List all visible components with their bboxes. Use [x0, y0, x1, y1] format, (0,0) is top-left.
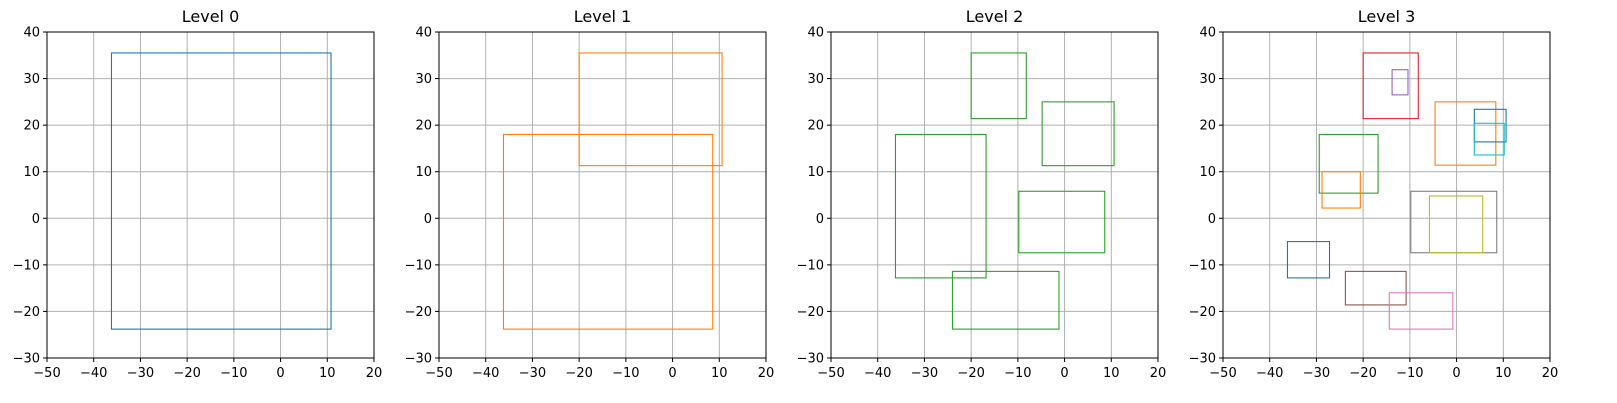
- y-tick-label: −30: [1189, 352, 1216, 367]
- rectangle-mark: [1344, 270, 1407, 306]
- y-tick-label: 10: [1199, 165, 1216, 180]
- x-tick-label: −50: [1209, 366, 1236, 381]
- y-tick-label: 30: [1199, 72, 1216, 87]
- x-tick-label: −20: [565, 366, 592, 381]
- x-tick-label: −20: [1349, 366, 1376, 381]
- chart-panel-2: −50 −40 −30 −20 −10 0 10 20 −30 −20 −10 0 10 20 30 40 Le…: [797, 7, 1167, 381]
- x-tick-label: −30: [911, 366, 938, 381]
- y-tick-label: −30: [405, 352, 432, 367]
- x-tick-label: −20: [957, 366, 984, 381]
- x-tick-label: 0: [1060, 366, 1068, 381]
- chart-title: Level 3: [1358, 7, 1416, 26]
- chart-panel-0: −50 −40 −30 −20 −10 0 10 20 −30 −20 −10 0 10 20 30 40 Le…: [13, 7, 383, 381]
- x-tick-label: −10: [1004, 366, 1031, 381]
- y-tick-label: 20: [415, 119, 432, 134]
- rectangle-mark: [894, 133, 987, 279]
- chart-title: Level 2: [966, 7, 1024, 26]
- x-tick-label: −50: [817, 366, 844, 381]
- x-tick-label: −20: [173, 366, 200, 381]
- x-tick-label: −40: [472, 366, 499, 381]
- x-tick-label: −10: [612, 366, 639, 381]
- y-tick-label: 30: [415, 72, 432, 87]
- rectangle-mark: [970, 52, 1027, 120]
- axes-frame: [438, 31, 767, 359]
- y-tick-label: −10: [13, 258, 40, 273]
- x-tick-label: −30: [519, 366, 546, 381]
- rectangle-mark: [1018, 190, 1106, 254]
- x-tick-label: −30: [1303, 366, 1330, 381]
- rectangle-mark: [951, 270, 1060, 330]
- y-tick-label: 40: [415, 26, 432, 41]
- y-tick-label: 30: [23, 72, 40, 87]
- rectangle-mark: [1434, 101, 1497, 166]
- y-tick-label: −30: [13, 352, 40, 367]
- x-tick-label: 10: [319, 366, 336, 381]
- y-tick-label: 10: [807, 165, 824, 180]
- x-tick-label: −40: [80, 366, 107, 381]
- y-tick-label: −10: [1189, 258, 1216, 273]
- y-tick-label: 10: [415, 165, 432, 180]
- rectangle-mark: [1410, 190, 1498, 254]
- y-tick-label: 40: [1199, 26, 1216, 41]
- y-tick-label: 0: [32, 212, 40, 227]
- x-tick-label: 20: [1150, 366, 1167, 381]
- y-tick-label: 10: [23, 165, 40, 180]
- chart-panel-3: −50 −40 −30 −20 −10 0 10 20 −30 −20 −10 0 10 20 30 40 Le…: [1189, 7, 1559, 381]
- x-tick-label: −50: [425, 366, 452, 381]
- x-tick-label: 20: [366, 366, 383, 381]
- x-tick-label: −10: [1396, 366, 1423, 381]
- chart-title: Level 1: [574, 7, 632, 26]
- y-tick-label: 40: [807, 26, 824, 41]
- x-tick-label: 10: [1495, 366, 1512, 381]
- x-tick-label: 20: [1542, 366, 1559, 381]
- y-tick-label: −20: [405, 305, 432, 320]
- x-tick-label: 10: [711, 366, 728, 381]
- y-tick-label: 30: [807, 72, 824, 87]
- rectangle-mark: [1321, 171, 1361, 209]
- y-tick-label: −30: [797, 352, 824, 367]
- y-tick-label: 20: [23, 119, 40, 134]
- chart-title: Level 0: [182, 7, 240, 26]
- y-tick-label: 20: [1199, 119, 1216, 134]
- rectangle-mark: [1041, 101, 1115, 167]
- rectangle-mark: [502, 133, 714, 330]
- x-tick-label: −40: [864, 366, 891, 381]
- x-tick-label: 0: [276, 366, 284, 381]
- y-tick-label: −20: [1189, 305, 1216, 320]
- x-tick-label: 0: [668, 366, 676, 381]
- y-tick-label: −10: [405, 258, 432, 273]
- x-tick-label: −40: [1256, 366, 1283, 381]
- rectangle-mark: [110, 52, 332, 330]
- y-tick-label: 0: [816, 212, 824, 227]
- rectangle-mark: [1318, 133, 1379, 194]
- rectangle-mark: [578, 52, 723, 167]
- y-tick-label: −20: [13, 305, 40, 320]
- rectangle-mark: [1391, 69, 1409, 96]
- chart-panel-1: −50 −40 −30 −20 −10 0 10 20 −30 −20 −10 0 10 20 30 40 Le…: [405, 7, 775, 381]
- rectangle-mark: [1473, 122, 1505, 156]
- axes-frame: [830, 31, 1159, 359]
- y-tick-label: −20: [797, 305, 824, 320]
- x-tick-label: 20: [758, 366, 775, 381]
- x-tick-label: 0: [1452, 366, 1460, 381]
- y-tick-label: 0: [424, 212, 432, 227]
- y-tick-label: 20: [807, 119, 824, 134]
- y-tick-label: 0: [1208, 212, 1216, 227]
- rectangle-mark: [1388, 292, 1454, 330]
- rectangle-mark: [1286, 241, 1331, 279]
- x-tick-label: −50: [33, 366, 60, 381]
- x-tick-label: 10: [1103, 366, 1120, 381]
- rectangle-mark: [1428, 195, 1484, 254]
- x-tick-label: −10: [220, 366, 247, 381]
- y-tick-label: −10: [797, 258, 824, 273]
- axes-frame: [1222, 31, 1551, 359]
- axes-frame: [46, 31, 375, 359]
- y-tick-label: 40: [23, 26, 40, 41]
- rectangle-mark: [1362, 52, 1419, 120]
- x-tick-label: −30: [127, 366, 154, 381]
